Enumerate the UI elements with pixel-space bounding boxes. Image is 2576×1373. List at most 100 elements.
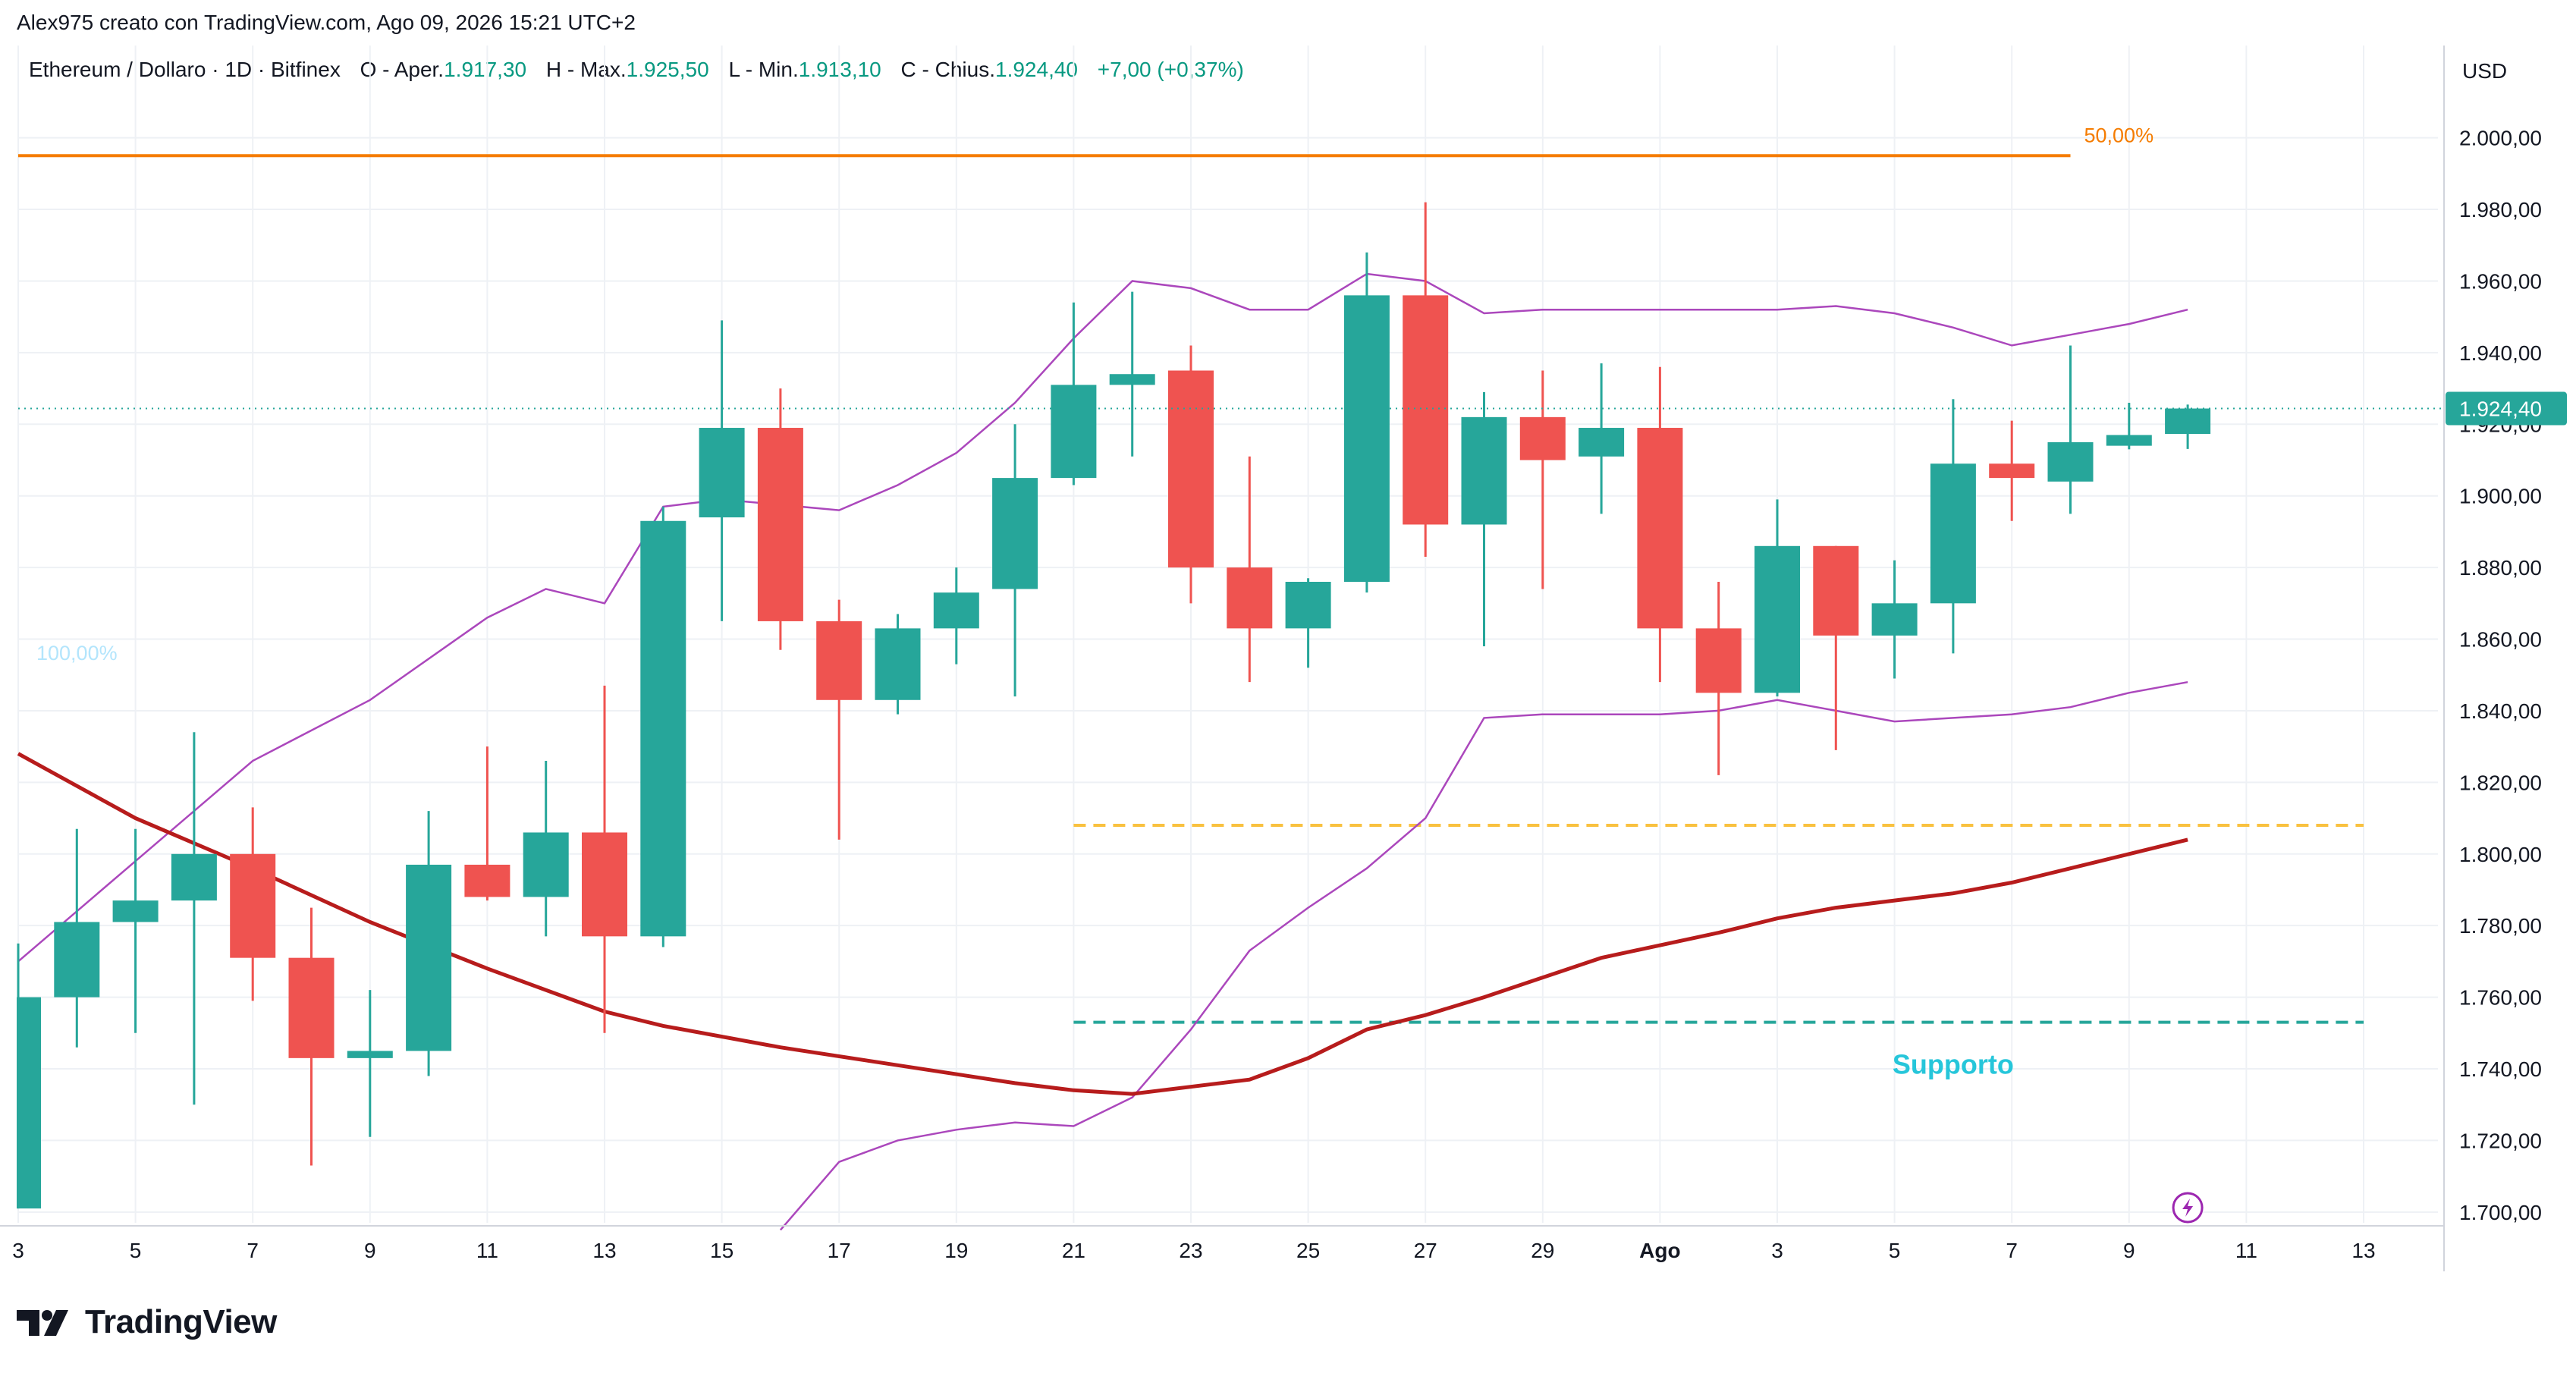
chart-credit: Alex975 creato con TradingView.com, Ago … (17, 11, 636, 34)
high-value: 1.925,50 (626, 58, 709, 81)
change-value: +7,00 (+0,37%) (1097, 58, 1244, 81)
candle[interactable] (1519, 370, 1566, 589)
candle-body (933, 592, 979, 629)
candle[interactable] (2165, 404, 2211, 449)
candle-body (992, 478, 1038, 589)
candle-body (1989, 463, 2035, 479)
candles (17, 202, 2211, 1209)
symbol-title: Ethereum / Dollaro · 1D · Bitfinex (29, 58, 341, 81)
price-tick-label: 1.880,00 (2459, 556, 2542, 580)
candle-body (1285, 582, 1331, 629)
candle[interactable] (2047, 345, 2094, 514)
close-value: 1.924,40 (995, 58, 1078, 81)
candle[interactable] (1168, 345, 1214, 604)
candle[interactable] (640, 506, 686, 947)
candle[interactable] (933, 567, 979, 665)
price-tick-label: 1.800,00 (2459, 843, 2542, 866)
candle[interactable] (1930, 399, 1976, 654)
candle[interactable] (347, 990, 393, 1137)
candle-body (464, 864, 510, 897)
candle[interactable] (992, 424, 1038, 697)
indicator-lines (17, 272, 2188, 1231)
candle-body (1051, 385, 1097, 479)
candle[interactable] (54, 828, 100, 1048)
candle[interactable] (464, 746, 510, 901)
candle[interactable] (1109, 291, 1155, 457)
candle[interactable] (1579, 363, 1625, 514)
price-tick-label: 1.840,00 (2459, 699, 2542, 723)
time-tick-label: 19 (944, 1239, 968, 1262)
candle[interactable] (1343, 252, 1390, 593)
candle-body (1871, 603, 1918, 636)
moving-average-line (17, 752, 2188, 1096)
candle[interactable] (523, 761, 569, 937)
price-tick-label: 1.980,00 (2459, 198, 2542, 222)
overlays: 1.924,40 (18, 391, 2567, 1224)
candle[interactable] (816, 599, 862, 840)
tradingview-logo[interactable]: TradingView (17, 1303, 277, 1341)
price-tick-label: 1.900,00 (2459, 485, 2542, 508)
candle[interactable] (582, 685, 627, 1033)
candle-body (875, 628, 921, 700)
fib-50-label: 50,00% (2084, 124, 2154, 146)
candle-body (523, 832, 569, 897)
time-tick-label: 23 (1179, 1239, 1202, 1262)
fib-100-label: 100,00% (36, 642, 118, 665)
time-tick-label: 29 (1531, 1239, 1554, 1262)
price-tick-label: 1.740,00 (2459, 1057, 2542, 1081)
time-tick-label: 17 (828, 1239, 851, 1262)
candle-body (1403, 295, 1449, 525)
time-tick-label: 3 (1771, 1239, 1783, 1262)
candle[interactable] (1755, 499, 1800, 697)
candle[interactable] (17, 943, 41, 1209)
candle[interactable] (1989, 420, 2035, 521)
candle[interactable] (171, 732, 217, 1105)
low-value: 1.913,10 (798, 58, 881, 81)
candle-body (1579, 428, 1625, 457)
candle[interactable] (875, 614, 921, 715)
candle-body (54, 922, 100, 998)
last-price-tag (2446, 391, 2567, 426)
time-tick-label: Ago (1639, 1239, 1680, 1262)
level-lines: 50,00% 100,00% Supporto (18, 124, 2364, 1080)
candle[interactable] (1813, 545, 1859, 750)
candle[interactable] (1403, 202, 1449, 557)
candle[interactable] (406, 811, 452, 1076)
candle-body (406, 864, 452, 1051)
candle[interactable] (1285, 578, 1331, 668)
currency-label[interactable]: USD (2462, 59, 2508, 83)
candle-body (288, 957, 335, 1058)
candle-body (171, 853, 217, 901)
candle-body (1813, 545, 1859, 636)
candle[interactable] (1227, 456, 1273, 683)
tradingview-logo-text: TradingView (85, 1303, 277, 1340)
candle-body (2165, 408, 2211, 435)
candle[interactable] (1461, 391, 1507, 646)
candle-body (1227, 567, 1273, 629)
candle[interactable] (1637, 366, 1683, 683)
candle[interactable] (1695, 582, 1742, 775)
axes: 1.700,00 1.720,00 1.740,00 1.760,00 1.780,00… (0, 46, 2542, 1271)
candle[interactable] (230, 807, 276, 1001)
candle[interactable] (2106, 402, 2152, 450)
candle[interactable] (112, 828, 159, 1033)
price-tick-label: 1.780,00 (2459, 914, 2542, 938)
price-tick-label: 1.860,00 (2459, 628, 2542, 652)
grid (17, 46, 2438, 1223)
candle-body (2047, 441, 2094, 482)
time-tick-label: 27 (1414, 1239, 1437, 1262)
candle[interactable] (757, 388, 803, 650)
open-label: O - Aper. (360, 58, 445, 81)
time-tick-label: 13 (2351, 1239, 2375, 1262)
candle[interactable] (288, 907, 335, 1166)
candle-body (1168, 370, 1214, 568)
candle[interactable] (699, 320, 745, 621)
candle-body (1755, 545, 1800, 693)
price-tick-label: 1.760,00 (2459, 986, 2542, 1010)
candle[interactable] (1871, 560, 1918, 679)
candle[interactable] (1051, 302, 1097, 485)
price-tick-label: 2.000,00 (2459, 127, 2542, 150)
candle-body (2106, 435, 2152, 446)
open-value: 1.917,30 (444, 58, 527, 81)
